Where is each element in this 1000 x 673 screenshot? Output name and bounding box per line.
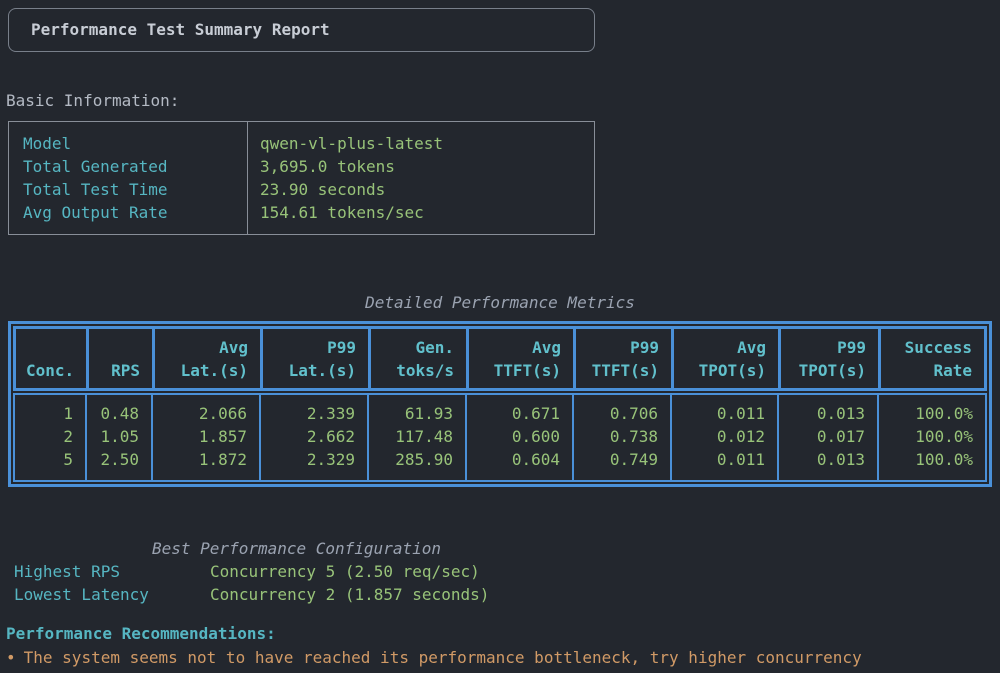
report-title: Performance Test Summary Report (31, 20, 330, 39)
info-value: 23.90 seconds (260, 180, 386, 199)
column-header-success-rate: Success Rate (878, 329, 984, 388)
spacer-cell (367, 471, 465, 480)
spacer-cell (877, 395, 985, 402)
basic-info-values: qwen-vl-plus-latest 3,695.0 tokens 23.90… (247, 122, 594, 234)
table-cell: 1 (63, 404, 73, 423)
column-header-avg-ttft: Avg TTFT(s) (466, 329, 573, 388)
best-config-label: Highest RPS (14, 562, 120, 581)
bullet-icon: • (6, 648, 16, 667)
basic-info-heading: Basic Information: (6, 91, 180, 110)
table-cell: 0.011 (670, 448, 777, 471)
column-header-p99-lat: P99 Lat.(s) (260, 329, 368, 388)
spacer-cell (777, 395, 877, 402)
table-cell: 0.749 (572, 448, 670, 471)
table-cell: 0.013 (777, 448, 877, 471)
spacer-cell (877, 471, 985, 480)
spacer-cell (367, 395, 465, 402)
spacer-cell (151, 471, 259, 480)
best-config-title: Best Performance Configuration (152, 539, 441, 558)
table-cell: 285.90 (367, 448, 465, 471)
spacer-cell (465, 395, 572, 402)
basic-info-panel: Model Total Generated Total Test Time Av… (8, 121, 595, 235)
basic-info-labels: Model Total Generated Total Test Time Av… (9, 122, 247, 234)
info-label: Model (23, 134, 72, 153)
table-cell: 2.329 (259, 448, 367, 471)
table-cell: 1.872 (151, 448, 259, 471)
spacer-cell (670, 471, 777, 480)
metrics-table-body: 1 0.48 2.066 2.339 61.93 0.671 0.706 0.0… (13, 393, 987, 482)
table-cell: 0.706 (572, 402, 670, 425)
table-cell: 0.012 (670, 425, 777, 448)
info-label: Total Generated (23, 157, 168, 176)
table-cell: 2.50 (85, 448, 151, 471)
metrics-table-header: Conc. RPS Avg Lat.(s) P99 Lat.(s) Gen. t… (13, 326, 987, 391)
table-cell: 0.011 (670, 402, 777, 425)
column-header-p99-tpot: P99 TPOT(s) (778, 329, 878, 388)
table-cell: 2.662 (259, 425, 367, 448)
column-header-avg-lat: Avg Lat.(s) (152, 329, 260, 388)
table-cell: 0.017 (777, 425, 877, 448)
column-header-rps: RPS (86, 329, 152, 388)
table-cell: 0.738 (572, 425, 670, 448)
table-cell: 100.0% (877, 448, 985, 471)
table-cell: 0.600 (465, 425, 572, 448)
spacer-cell (151, 395, 259, 402)
table-cell: 0.604 (465, 448, 572, 471)
info-label: Total Test Time (23, 180, 168, 199)
table-cell: 0.671 (465, 402, 572, 425)
info-value: qwen-vl-plus-latest (260, 134, 444, 153)
table-cell: 5 (63, 450, 73, 469)
table-cell: 100.0% (877, 425, 985, 448)
recommendations-heading: Performance Recommendations: (6, 624, 276, 643)
best-config-row: Highest RPS Concurrency 5 (2.50 req/sec) (14, 560, 1000, 583)
spacer-cell (85, 471, 151, 480)
column-header-avg-tpot: Avg TPOT(s) (671, 329, 778, 388)
spacer-cell (15, 471, 85, 480)
table-cell: 0.013 (777, 402, 877, 425)
recommendation-text: The system seems not to have reached its… (23, 648, 862, 667)
spacer-cell (777, 471, 877, 480)
table-cell: 100.0% (877, 402, 985, 425)
column-header-gen-toks: Gen. toks/s (368, 329, 466, 388)
spacer-cell (85, 395, 151, 402)
table-cell: 1.857 (151, 425, 259, 448)
table-cell: 117.48 (367, 425, 465, 448)
best-config-value: Concurrency 5 (2.50 req/sec) (210, 562, 480, 581)
column-header-p99-ttft: P99 TTFT(s) (573, 329, 671, 388)
spacer-cell (259, 471, 367, 480)
table-cell: 0.48 (85, 402, 151, 425)
report-title-box: Performance Test Summary Report (8, 8, 595, 52)
recommendation-item: • The system seems not to have reached it… (6, 646, 1000, 669)
info-value: 3,695.0 tokens (260, 157, 395, 176)
column-header-conc: Conc. (26, 361, 75, 380)
table-cell: 1.05 (85, 425, 151, 448)
spacer-cell (259, 395, 367, 402)
table-cell: 61.93 (367, 402, 465, 425)
table-cell: 2.066 (151, 402, 259, 425)
best-config-label: Lowest Latency (14, 585, 149, 604)
spacer-cell (670, 395, 777, 402)
spacer-cell (572, 471, 670, 480)
metrics-table-title: Detailed Performance Metrics (365, 293, 635, 312)
best-config-value: Concurrency 2 (1.857 seconds) (210, 585, 490, 604)
info-value: 154.61 tokens/sec (260, 203, 424, 222)
info-label: Avg Output Rate (23, 203, 168, 222)
table-cell: 2.339 (259, 402, 367, 425)
spacer-cell (465, 471, 572, 480)
table-cell: 2 (63, 427, 73, 446)
spacer-cell (572, 395, 670, 402)
best-config-row: Lowest Latency Concurrency 2 (1.857 seco… (14, 583, 1000, 606)
metrics-table: Conc. RPS Avg Lat.(s) P99 Lat.(s) Gen. t… (8, 321, 992, 487)
spacer-cell (15, 395, 85, 402)
